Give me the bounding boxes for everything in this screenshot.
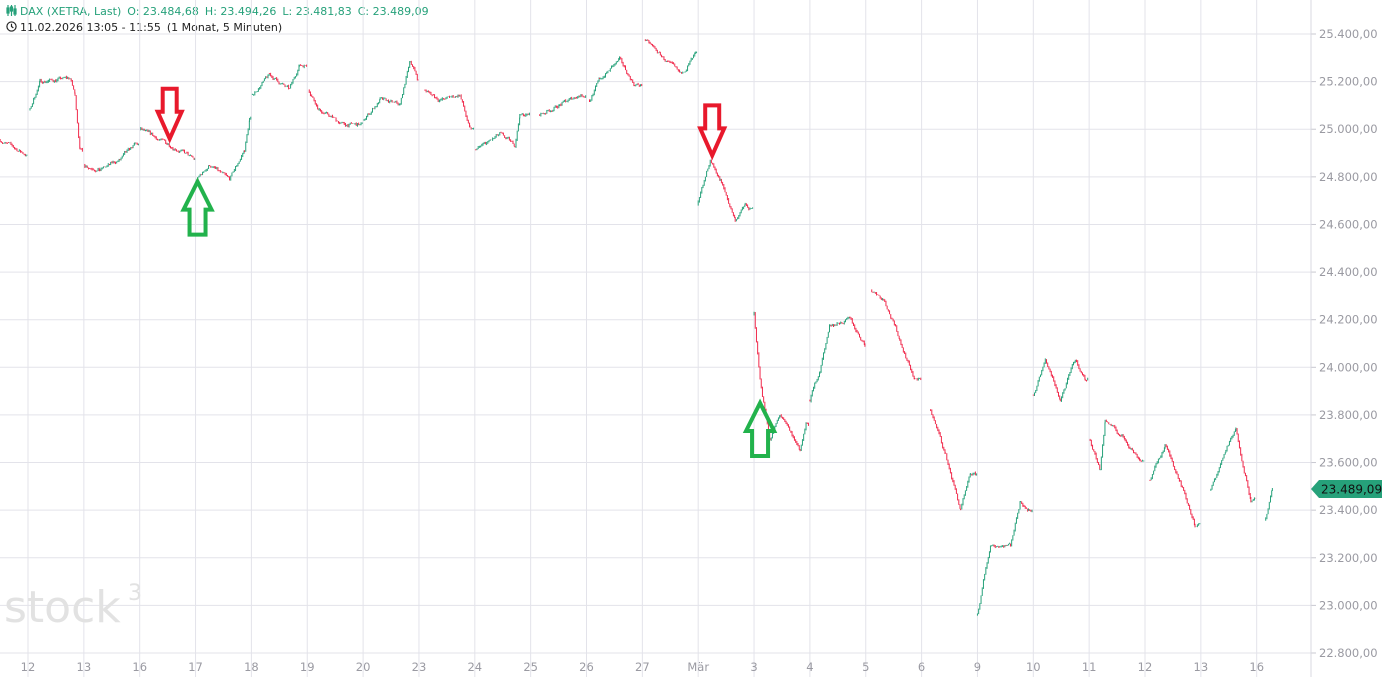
time-range: 11.02.2026 13:05 - 11:55 bbox=[20, 21, 161, 34]
y-tick-label: 23.000,00 bbox=[1319, 598, 1378, 612]
y-tick-label: 24.800,00 bbox=[1319, 170, 1378, 184]
x-tick-label: 11 bbox=[1082, 660, 1097, 674]
x-axis[interactable]: 12 13 16 17 18 19 20 23 24 25 26 27 Mär 3 4 5 6 9 10 11 12 13… bbox=[21, 660, 1264, 674]
watermark-logo-mark: 3 bbox=[128, 581, 142, 606]
y-tick-label: 23.200,00 bbox=[1319, 551, 1378, 565]
x-tick-label: 4 bbox=[806, 660, 813, 674]
open-value: O: 23.484,68 bbox=[127, 5, 199, 18]
x-tick-label: Mär bbox=[687, 660, 709, 674]
last-price-label: 23.489,09 bbox=[1321, 482, 1382, 496]
y-tick-label: 25.200,00 bbox=[1319, 75, 1378, 89]
x-tick-label: 16 bbox=[132, 660, 147, 674]
x-tick-label: 10 bbox=[1026, 660, 1041, 674]
x-tick-label: 19 bbox=[300, 660, 315, 674]
low-value: L: 23.481,83 bbox=[282, 5, 352, 18]
y-tick-label: 24.600,00 bbox=[1319, 217, 1378, 231]
x-tick-label: 3 bbox=[750, 660, 757, 674]
high-value: H: 23.494,26 bbox=[204, 5, 277, 18]
x-tick-label: 12 bbox=[1138, 660, 1153, 674]
arrow-down-icon bbox=[697, 103, 728, 161]
x-tick-label: 13 bbox=[77, 660, 92, 674]
last-price-badge: 23.489,09 bbox=[1311, 479, 1382, 498]
clock-icon bbox=[6, 21, 17, 32]
annotation-arrows bbox=[154, 86, 778, 459]
arrow-up-icon bbox=[742, 398, 778, 459]
y-tick-label: 25.000,00 bbox=[1319, 122, 1378, 136]
close-value: C: 23.489,09 bbox=[357, 5, 429, 18]
y-tick-label: 24.200,00 bbox=[1319, 313, 1378, 327]
x-tick-label: 12 bbox=[21, 660, 36, 674]
y-tick-label: 23.400,00 bbox=[1319, 503, 1378, 517]
y-axis[interactable]: 22.800,00 23.000,00 23.200,00 23.400,00 23.6… bbox=[1310, 0, 1378, 677]
y-tick-label: 23.800,00 bbox=[1319, 408, 1378, 422]
x-tick-label: 9 bbox=[974, 660, 981, 674]
x-tick-label: 18 bbox=[244, 660, 259, 674]
y-tick-label: 22.800,00 bbox=[1319, 646, 1378, 660]
watermark-logo: stock bbox=[4, 582, 121, 633]
y-tick-label: 23.600,00 bbox=[1319, 456, 1378, 470]
grid bbox=[0, 0, 1311, 677]
x-tick-label: 17 bbox=[188, 660, 203, 674]
candles-icon bbox=[6, 5, 17, 16]
x-tick-label: 23 bbox=[412, 660, 427, 674]
instrument-name: DAX (XETRA, Last) bbox=[20, 5, 122, 18]
x-tick-label: 24 bbox=[467, 660, 482, 674]
x-tick-label: 16 bbox=[1249, 660, 1264, 674]
x-tick-label: 6 bbox=[918, 660, 925, 674]
candles bbox=[0, 39, 1273, 616]
y-tick-label: 24.000,00 bbox=[1319, 360, 1378, 374]
last-price-badge-shape bbox=[1311, 479, 1382, 498]
x-tick-label: 26 bbox=[579, 660, 594, 674]
x-tick-label: 20 bbox=[356, 660, 371, 674]
x-tick-label: 25 bbox=[523, 660, 538, 674]
x-tick-label: 27 bbox=[635, 660, 650, 674]
instrument-header: DAX (XETRA, Last) O: 23.484,68 H: 23.494,2… bbox=[6, 5, 435, 18]
x-tick-label: 13 bbox=[1194, 660, 1209, 674]
y-tick-label: 24.400,00 bbox=[1319, 265, 1378, 279]
x-tick-label: 5 bbox=[862, 660, 869, 674]
y-tick-label: 25.400,00 bbox=[1319, 27, 1378, 41]
arrow-down-icon bbox=[154, 86, 185, 144]
arrow-up-icon bbox=[180, 177, 215, 237]
